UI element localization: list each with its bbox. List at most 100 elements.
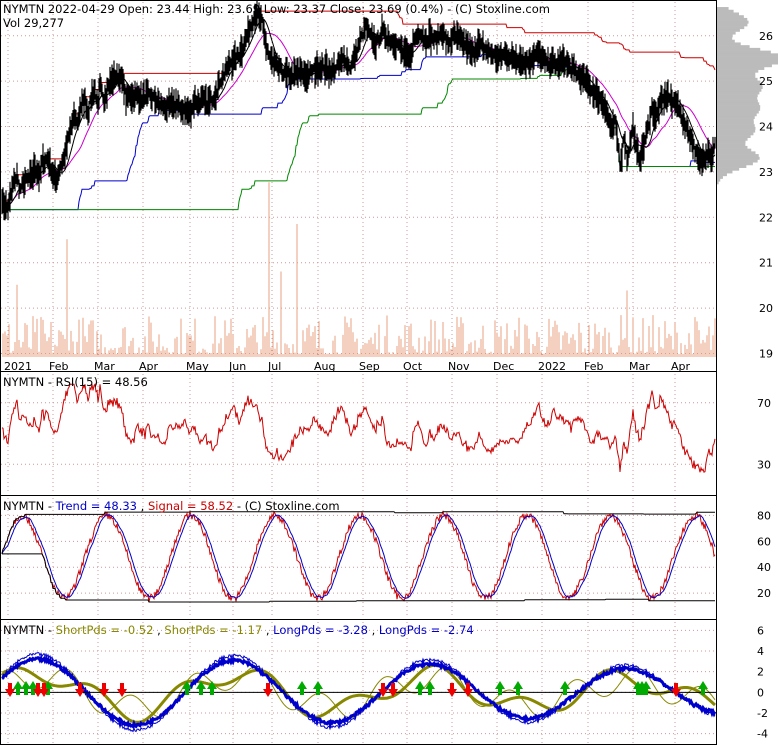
up-arrow xyxy=(297,681,307,695)
price-y-tick-label: 23 xyxy=(759,166,773,179)
volume-header: Vol 29,277 xyxy=(3,16,64,30)
price-header: NYMTN 2022-04-29 Open: 23.44 High: 23.69… xyxy=(3,2,550,16)
volume-profile-bar xyxy=(717,151,756,155)
up-arrow xyxy=(495,681,505,695)
up-arrow xyxy=(43,681,53,695)
price-y-tick-label: 24 xyxy=(759,121,773,134)
volume-profile-bar xyxy=(717,72,756,76)
volume-profile-bar xyxy=(717,20,749,24)
volume-profile-bar xyxy=(717,80,761,84)
volume-profile-bar xyxy=(717,113,757,117)
rsi-panel-frame xyxy=(0,371,717,496)
signal-arrows xyxy=(5,681,708,697)
x-tick-label: Apr xyxy=(671,360,691,373)
x-tick-label: Sep xyxy=(359,360,380,373)
volume-profile-bar xyxy=(717,26,745,30)
indicator-y-tick-label: -4 xyxy=(757,728,768,741)
volume-profile-bar xyxy=(717,129,756,133)
indicator-y-tick-label: 2 xyxy=(757,666,764,679)
down-arrow xyxy=(39,683,49,697)
up-arrow xyxy=(196,681,206,695)
up-arrow xyxy=(13,681,23,695)
indicator-y-tick-label: 60 xyxy=(757,535,771,548)
down-arrow xyxy=(388,683,398,697)
indicator-y-tick-label: 70 xyxy=(757,397,771,410)
down-arrow xyxy=(671,683,681,697)
volume-profile-bar xyxy=(717,162,753,166)
down-arrow xyxy=(263,683,273,697)
volume-profile-bar xyxy=(717,69,759,73)
volume-profile-bar xyxy=(717,47,761,51)
volume-profile-bar xyxy=(717,64,772,68)
up-arrow xyxy=(313,681,323,695)
price-panel-frame xyxy=(0,0,717,372)
volume-profile-bar xyxy=(717,173,727,177)
volume-profile-bar xyxy=(717,159,758,163)
indicator-y-tick-label: 4 xyxy=(757,645,764,658)
volume-profile-bar xyxy=(717,181,719,185)
up-arrow xyxy=(698,681,708,695)
price-y-tick-label: 22 xyxy=(759,211,773,224)
indicator-y-tick-label: 80 xyxy=(757,509,771,522)
indicator-y-tick-label: 30 xyxy=(757,458,771,471)
volume-profile-bar xyxy=(717,96,758,100)
down-arrow xyxy=(99,683,109,697)
indicator-y-tick-label: 6 xyxy=(757,624,764,637)
volume-profile-bar xyxy=(717,66,765,70)
down-arrow xyxy=(447,683,457,697)
volume-profile-bar xyxy=(717,17,748,21)
volume-profile-bar xyxy=(717,154,759,158)
trend-upper-band xyxy=(1,511,715,555)
volume-profile-bar xyxy=(717,31,736,35)
volume-profile-bar xyxy=(717,105,761,109)
down-arrow xyxy=(5,683,15,697)
x-tick-label: Apr xyxy=(139,360,159,373)
volume-profile xyxy=(717,7,778,185)
volume-profile-bar xyxy=(717,135,751,139)
volume-profile-bar xyxy=(717,178,721,182)
down-arrow xyxy=(33,683,43,697)
down-arrow xyxy=(75,683,85,697)
up-arrow xyxy=(207,681,217,695)
rsi-header: NYMTN - RSI(15) = 48.56 xyxy=(3,375,148,389)
volume-profile-bar xyxy=(717,86,763,90)
volume-profile-bar xyxy=(717,75,756,79)
volume-profile-bar xyxy=(717,121,754,125)
volume-profile-bar xyxy=(717,145,748,149)
volume-profile-bar xyxy=(717,170,733,174)
volume-profile-bar xyxy=(717,23,748,27)
volume-profile-bar xyxy=(717,50,771,54)
price-lines xyxy=(1,0,716,221)
price-y-tick-label: 26 xyxy=(759,30,773,43)
down-arrow xyxy=(378,683,388,697)
x-tick-label: Mar xyxy=(94,360,115,373)
volume-profile-bar xyxy=(717,99,758,103)
volume-profile-bar xyxy=(717,91,760,95)
volume-profile-bar xyxy=(717,126,756,130)
volume-profile-bar xyxy=(717,164,747,168)
up-arrow xyxy=(425,681,435,695)
volume-profile-bar xyxy=(717,118,754,122)
price-y-tick-label: 19 xyxy=(759,347,773,360)
volume-profile-bar xyxy=(717,28,740,32)
volume-profile-bar xyxy=(717,156,760,160)
indicator-y-tick-label: -2 xyxy=(757,707,768,720)
x-tick-label: Feb xyxy=(584,360,603,373)
volume-profile-bar xyxy=(717,7,729,11)
trend-lower-band xyxy=(2,553,715,603)
volume-profile-bar xyxy=(717,53,778,57)
volume-profile-bar xyxy=(717,42,741,46)
signal-line xyxy=(1,509,716,603)
volume-profile-bar xyxy=(717,56,778,60)
trend-line xyxy=(1,514,716,599)
volume-profile-bar xyxy=(717,9,734,13)
x-tick-label: Mar xyxy=(629,360,650,373)
up-arrow xyxy=(641,681,651,695)
pds-header: NYMTN - ShortPds = -0.52 , ShortPds = -1… xyxy=(3,623,474,637)
pds-panel-frame xyxy=(0,619,717,745)
volume-profile-bar xyxy=(717,36,733,40)
panel-frames xyxy=(0,0,717,745)
volume-profile-bar xyxy=(717,94,758,98)
